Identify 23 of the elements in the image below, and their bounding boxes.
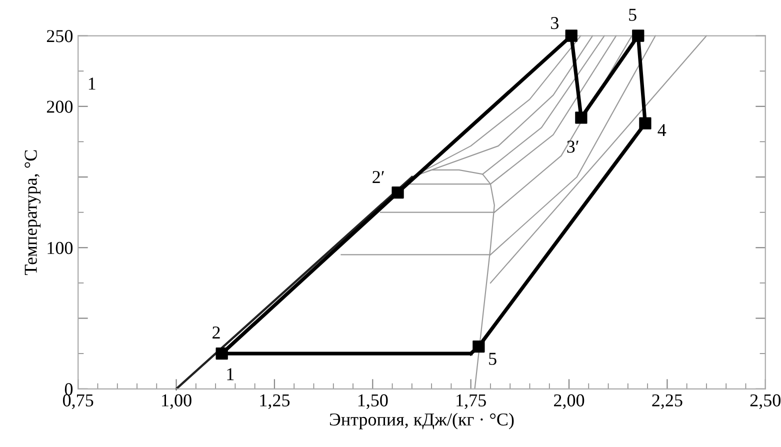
x-tick-label: 1,00 bbox=[162, 394, 192, 410]
annotation: 1 bbox=[88, 78, 96, 90]
annotation: 1 bbox=[227, 368, 234, 380]
x-tick-label: 2,25 bbox=[652, 394, 682, 410]
annotation: 5 bbox=[629, 8, 636, 21]
y-tick-label: 0 bbox=[64, 383, 73, 396]
annotation: 3 bbox=[551, 17, 559, 30]
y-tick-label: 250 bbox=[46, 30, 73, 42]
annotation: 3′ bbox=[567, 140, 578, 153]
x-tick-label: 1,75 bbox=[456, 394, 486, 410]
x-tick-label: 2,50 bbox=[750, 394, 780, 410]
y-axis-title: Температура, °С bbox=[24, 150, 41, 276]
annotation: 2′ bbox=[372, 171, 384, 184]
annotation: 5 bbox=[489, 352, 496, 365]
y-tick-label: 200 bbox=[46, 100, 73, 113]
annotation: 4 bbox=[658, 124, 666, 136]
x-axis-title: Энтропия, кДж/(кг · °С) bbox=[330, 412, 514, 430]
x-tick-label: 1,50 bbox=[358, 394, 388, 410]
annotation: 2 bbox=[212, 326, 220, 338]
x-tick-label: 0,75 bbox=[62, 394, 94, 410]
x-tick-label: 1,25 bbox=[260, 394, 290, 410]
x-tick-label: 2,00 bbox=[554, 394, 584, 410]
y-tick-label: 100 bbox=[48, 242, 73, 254]
